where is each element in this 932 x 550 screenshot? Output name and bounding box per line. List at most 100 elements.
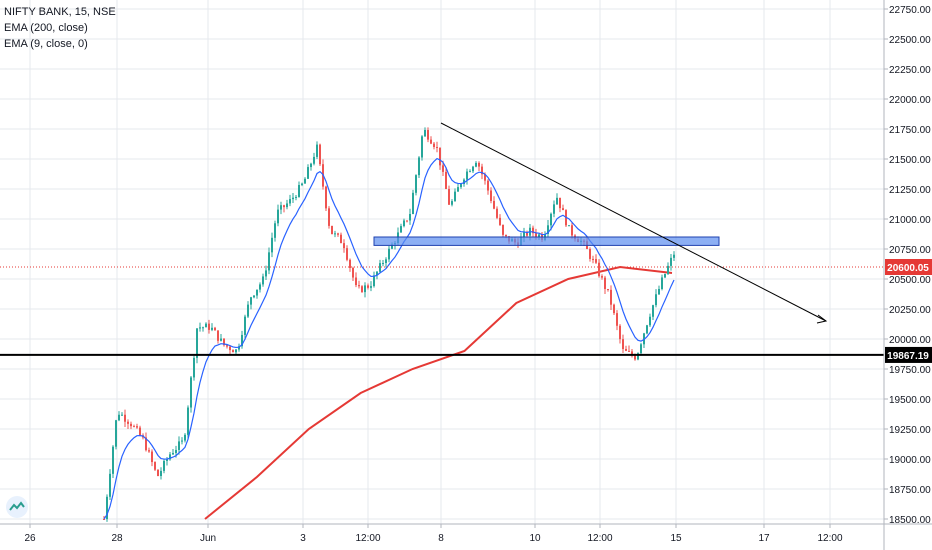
candle-body — [550, 213, 552, 226]
candle-body — [673, 254, 675, 258]
candle-body — [253, 295, 255, 298]
candle-body — [127, 421, 129, 424]
candle-body — [454, 191, 456, 202]
candle-body — [199, 327, 201, 329]
candle-body — [133, 426, 135, 428]
candle-body — [271, 237, 273, 253]
candle-body — [214, 327, 216, 331]
price-tick-label: 18750.00 — [889, 485, 931, 496]
candle-body — [208, 323, 210, 330]
candle-body — [433, 143, 435, 147]
candle-body — [325, 186, 327, 209]
candle-body — [166, 459, 168, 461]
price-tick-label: 20000.00 — [889, 335, 931, 346]
support-price-label-bg — [885, 346, 932, 363]
candle-body — [244, 316, 246, 335]
candle-body — [310, 163, 312, 168]
candle-body — [376, 271, 378, 276]
candle-body — [499, 217, 501, 225]
candle-body — [373, 275, 375, 287]
candle-body — [502, 224, 504, 235]
candle-body — [568, 225, 570, 227]
price-tick-label: 22250.00 — [889, 65, 931, 76]
candle-body — [364, 285, 366, 293]
candle-body — [526, 232, 528, 236]
candle-body — [475, 162, 477, 167]
candle-body — [298, 185, 300, 197]
candle-body — [664, 273, 666, 278]
candle-body — [592, 258, 594, 260]
candle-body — [349, 259, 351, 268]
candle-body — [118, 414, 120, 421]
candle-body — [463, 179, 465, 185]
candle-body — [232, 350, 234, 353]
candle-body — [307, 167, 309, 179]
candle-body — [547, 225, 549, 235]
candle-body — [157, 469, 159, 476]
candle-body — [667, 265, 669, 274]
candle-body — [610, 289, 612, 305]
candle-body — [505, 234, 507, 237]
price-tick-label: 21000.00 — [889, 215, 931, 226]
candle-body — [427, 130, 429, 140]
candle-body — [562, 208, 564, 211]
candle-body — [451, 201, 453, 205]
legend-symbol[interactable]: NIFTY BANK, 15, NSE — [4, 6, 116, 18]
candle-body — [628, 350, 630, 352]
price-tick-label: 22500.00 — [889, 35, 931, 46]
candle-body — [277, 209, 279, 224]
candle-body — [613, 304, 615, 314]
candle-body — [598, 262, 600, 277]
candle-body — [484, 174, 486, 181]
last-price-label: 20600.05 — [887, 263, 929, 274]
candle-body — [652, 305, 654, 317]
candle-body — [235, 349, 237, 353]
candle-body — [316, 144, 318, 157]
candle-body — [334, 233, 336, 235]
price-tick-label: 19750.00 — [889, 365, 931, 376]
candle-body — [319, 144, 321, 165]
price-tick-label: 20250.00 — [889, 305, 931, 316]
ema-200-path — [204, 265, 673, 520]
candle-body — [661, 277, 663, 289]
candle-body — [346, 248, 348, 260]
candle-body — [112, 446, 114, 474]
candle-body — [493, 200, 495, 209]
candle-body — [184, 434, 186, 441]
candle-body — [160, 470, 162, 476]
price-tick-label: 19250.00 — [889, 425, 931, 436]
candle-body — [202, 327, 204, 329]
time-tick-label: 12:00 — [817, 533, 842, 544]
price-axis: 22750.00 22500.00 22250.00 22000.00 21750.00… — [883, 0, 932, 550]
candle-body — [250, 297, 252, 305]
price-tick-label: 18500.00 — [889, 515, 931, 526]
candle-body — [535, 233, 537, 237]
price-tick-label: 22750.00 — [889, 5, 931, 16]
candle-body — [262, 276, 264, 285]
candle-body — [361, 286, 363, 293]
candle-body — [634, 355, 636, 360]
candle-body — [379, 263, 381, 272]
ema-9-path — [103, 157, 675, 520]
legend-ema-9[interactable]: EMA (9, close, 0) — [4, 38, 88, 50]
candle-body — [478, 162, 480, 167]
candle-body — [670, 257, 672, 266]
trendline — [440, 122, 827, 322]
price-tick-label: 20500.00 — [889, 275, 931, 286]
candle-body — [175, 449, 177, 453]
time-axis: 26 28 Jun 3 12:00 8 10 12:00 15 17 12:00 — [0, 523, 932, 544]
candle-body — [448, 188, 450, 205]
time-tick-label: 8 — [438, 533, 444, 544]
candle-body — [223, 338, 225, 346]
candle-body — [280, 205, 282, 210]
candle-body — [130, 423, 132, 427]
candle-body — [646, 325, 648, 334]
candle-body — [115, 420, 117, 447]
candle-body — [139, 427, 141, 436]
candle-body — [148, 450, 150, 452]
candle-body — [355, 277, 357, 286]
legend-ema-200[interactable]: EMA (200, close) — [4, 22, 88, 34]
tradingview-logo-icon[interactable] — [6, 496, 28, 518]
time-tick-label: 28 — [111, 533, 123, 544]
